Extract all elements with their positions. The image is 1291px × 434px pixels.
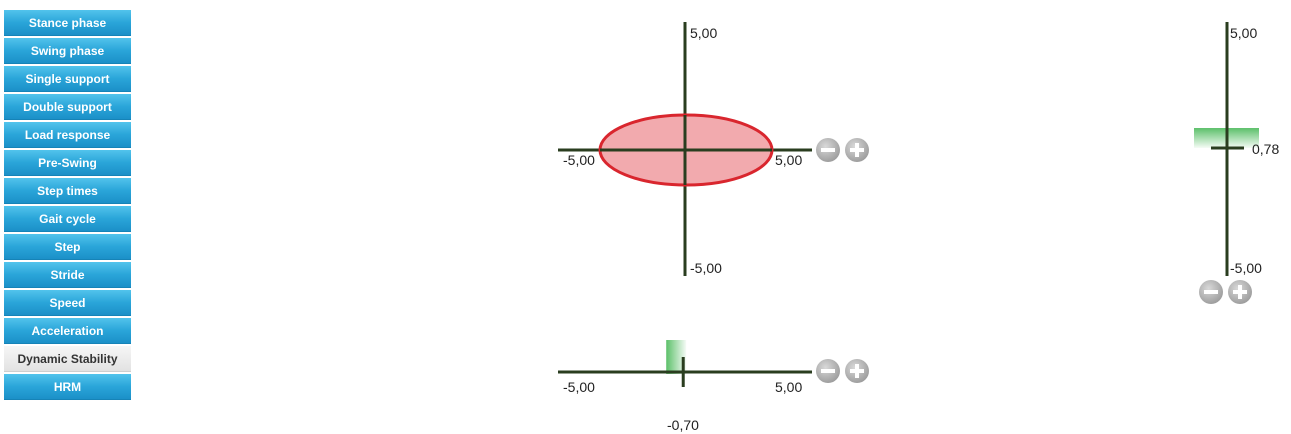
vertical-gauge: 5,00 -5,00 0,78: [1194, 22, 1279, 304]
ellipse-x-min-label: -5,00: [563, 152, 595, 168]
ellipse-plot: -5,00 5,00 5,00 -5,00: [558, 22, 869, 276]
minus-icon: [821, 369, 835, 373]
horizontal-gauge: -5,00 5,00 -0,70: [558, 340, 869, 433]
ellipse-y-max-label: 5,00: [690, 25, 717, 41]
minus-icon: [821, 148, 835, 152]
ellipse-zoom-out-button[interactable]: [816, 138, 840, 162]
vertical-gauge-value-label: 0,78: [1252, 141, 1279, 157]
vertical-gauge-min-label: -5,00: [1230, 260, 1262, 276]
vertical-gauge-zoom-in-button[interactable]: [1228, 280, 1252, 304]
horizontal-gauge-min-label: -5,00: [563, 379, 595, 395]
ellipse-x-max-label: 5,00: [775, 152, 802, 168]
ellipse-zoom-in-button[interactable]: [845, 138, 869, 162]
minus-icon: [1204, 290, 1218, 294]
horizontal-gauge-zoom-out-button[interactable]: [816, 359, 840, 383]
horizontal-gauge-value-label: -0,70: [667, 417, 699, 433]
vertical-gauge-max-label: 5,00: [1230, 25, 1257, 41]
ellipse-y-min-label: -5,00: [690, 260, 722, 276]
horizontal-gauge-max-label: 5,00: [775, 379, 802, 395]
horizontal-gauge-zoom-in-button[interactable]: [845, 359, 869, 383]
vertical-gauge-zoom-out-button[interactable]: [1199, 280, 1223, 304]
